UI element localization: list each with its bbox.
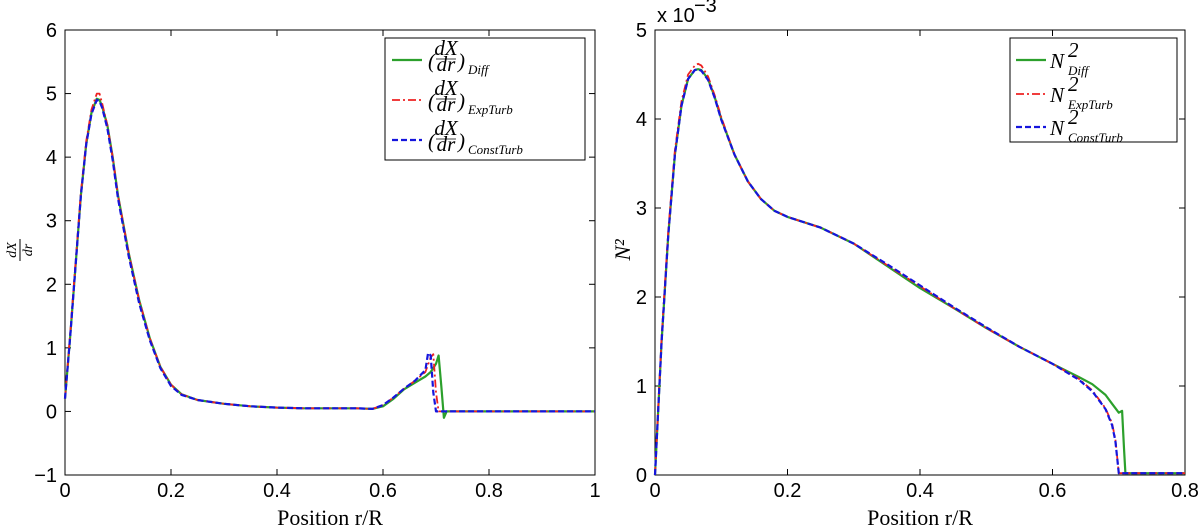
svg-text:dX: dX <box>434 76 459 100</box>
left-x-tick-label: 1 <box>589 480 600 502</box>
right-legend: N 2 Diff N 2 ExpTurb N 2 ConstTurb <box>1009 37 1178 145</box>
right-legend-entry-diff: N 2 Diff <box>1049 38 1091 78</box>
right-legend-box <box>1009 37 1178 143</box>
svg-text:dX: dX <box>434 116 459 140</box>
svg-text:x 10: x 10 <box>657 5 695 27</box>
right-x-tick-label: 0.6 <box>1039 480 1067 502</box>
left-y-tick-label: 5 <box>46 84 57 106</box>
left-x-tick-label: 0.2 <box>157 480 185 502</box>
svg-text:ConstTurb: ConstTurb <box>1068 130 1123 145</box>
right-x-tick-label: 0.8 <box>1171 480 1199 502</box>
svg-text:(: ( <box>428 129 437 153</box>
svg-text:): ) <box>457 89 465 113</box>
left-x-tick-label: 0 <box>59 480 70 502</box>
right-x-tick-label: 0 <box>649 480 660 502</box>
svg-text:N: N <box>1049 83 1065 107</box>
left-legend-entry-constturb: ( dX dr ) ConstTurb <box>428 116 523 157</box>
svg-text:2: 2 <box>1068 72 1079 96</box>
left-x-tick-label: 0.4 <box>263 480 291 502</box>
svg-text:2: 2 <box>1068 38 1079 62</box>
left-x-ticks: 0 0.2 0.4 0.6 0.8 1 <box>59 30 601 502</box>
left-x-axis-label: Position r/R <box>277 505 383 530</box>
right-x-tick-label: 0.4 <box>906 480 934 502</box>
right-legend-entry-constturb: N 2 ConstTurb <box>1049 105 1123 145</box>
right-y-tick-label: 4 <box>636 109 647 131</box>
right-y-tick-label: 2 <box>636 287 647 309</box>
left-legend-entry-expturb: ( dX dr ) ExpTurb <box>428 76 513 117</box>
svg-text:dX: dX <box>434 36 459 60</box>
svg-text:ConstTurb: ConstTurb <box>468 142 523 157</box>
left-y-axis-label: dX dr <box>5 239 36 261</box>
left-y-tick-label: 6 <box>46 20 57 42</box>
right-y-multiplier: x 10 −3 <box>657 0 717 27</box>
svg-text:): ) <box>457 129 465 153</box>
left-y-ticks: −1 0 1 2 3 4 5 6 <box>34 20 595 487</box>
left-x-tick-label: 0.6 <box>369 480 397 502</box>
left-series-group <box>63 92 595 419</box>
svg-text:N²: N² <box>610 239 635 262</box>
right-y-tick-label: 0 <box>636 465 647 487</box>
svg-text:dr: dr <box>21 243 36 256</box>
right-y-tick-label: 1 <box>636 376 647 398</box>
right-y-tick-label: 5 <box>636 20 647 42</box>
right-chart: 0 0.2 0.4 0.6 0.8 0 1 2 3 4 5 Position r/R N² x 1… <box>610 0 1199 530</box>
right-y-ticks: 0 1 2 3 4 5 <box>636 20 1185 487</box>
svg-text:(: ( <box>428 89 437 113</box>
right-series-group <box>653 62 1185 476</box>
left-y-tick-label: −1 <box>34 465 57 487</box>
svg-text:): ) <box>457 49 465 73</box>
left-y-tick-label: 1 <box>46 338 57 360</box>
left-legend-box <box>384 37 586 161</box>
svg-text:(: ( <box>428 49 437 73</box>
svg-text:2: 2 <box>1068 105 1079 129</box>
left-legend-entry-diff: ( dX dr ) Diff <box>428 36 491 77</box>
left-y-tick-label: 3 <box>46 211 57 233</box>
left-y-tick-label: 0 <box>46 401 57 423</box>
right-series-line-constturb <box>653 68 1185 476</box>
svg-text:ExpTurb: ExpTurb <box>1067 97 1113 112</box>
svg-text:ExpTurb: ExpTurb <box>467 102 513 117</box>
svg-text:Diff: Diff <box>467 62 491 77</box>
right-y-tick-label: 3 <box>636 198 647 220</box>
left-series-line-constturb <box>63 98 595 413</box>
left-y-tick-label: 4 <box>46 147 57 169</box>
right-x-axis-label: Position r/R <box>867 505 973 530</box>
svg-text:dr: dr <box>437 132 457 156</box>
right-legend-entry-expturb: N 2 ExpTurb <box>1049 72 1113 112</box>
svg-text:dX: dX <box>5 242 20 258</box>
right-x-ticks: 0 0.2 0.4 0.6 0.8 <box>649 30 1199 502</box>
right-y-axis-label: N² <box>610 239 635 262</box>
left-series-line-expturb <box>64 92 595 413</box>
svg-text:Diff: Diff <box>1067 63 1091 78</box>
svg-text:dr: dr <box>437 92 457 116</box>
left-x-tick-label: 0.8 <box>475 480 503 502</box>
svg-text:N: N <box>1049 116 1065 140</box>
right-x-tick-label: 0.2 <box>774 480 802 502</box>
svg-text:dr: dr <box>437 52 457 76</box>
svg-text:−3: −3 <box>694 0 717 17</box>
left-legend: ( dX dr ) Diff ( dX dr ) ExpTurb ( dX <box>384 36 586 161</box>
left-y-tick-label: 2 <box>46 274 57 296</box>
svg-text:N: N <box>1049 49 1065 73</box>
